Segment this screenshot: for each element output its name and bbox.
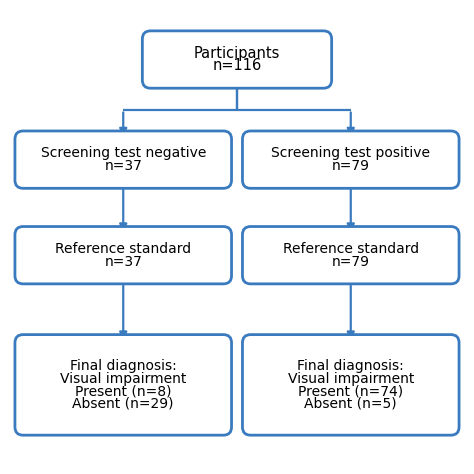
Text: Final diagnosis:: Final diagnosis: xyxy=(297,359,404,373)
Text: Present (n=8): Present (n=8) xyxy=(75,384,172,398)
Text: n=79: n=79 xyxy=(332,159,370,173)
Text: Participants: Participants xyxy=(194,46,280,61)
FancyBboxPatch shape xyxy=(15,335,231,435)
FancyBboxPatch shape xyxy=(243,131,459,188)
FancyBboxPatch shape xyxy=(15,131,231,188)
Text: Absent (n=5): Absent (n=5) xyxy=(304,397,397,411)
Text: n=37: n=37 xyxy=(104,255,142,269)
FancyBboxPatch shape xyxy=(243,227,459,284)
Text: n=116: n=116 xyxy=(212,58,262,73)
Text: Reference standard: Reference standard xyxy=(283,242,419,256)
Text: Visual impairment: Visual impairment xyxy=(288,372,414,385)
FancyBboxPatch shape xyxy=(142,31,332,88)
Text: Final diagnosis:: Final diagnosis: xyxy=(70,359,177,373)
FancyBboxPatch shape xyxy=(15,227,231,284)
FancyBboxPatch shape xyxy=(243,335,459,435)
Text: Visual impairment: Visual impairment xyxy=(60,372,186,385)
Text: Reference standard: Reference standard xyxy=(55,242,191,256)
Text: Absent (n=29): Absent (n=29) xyxy=(73,397,174,411)
Text: Screening test negative: Screening test negative xyxy=(41,146,206,160)
Text: Screening test positive: Screening test positive xyxy=(271,146,430,160)
Text: n=37: n=37 xyxy=(104,159,142,173)
Text: Present (n=74): Present (n=74) xyxy=(298,384,403,398)
Text: n=79: n=79 xyxy=(332,255,370,269)
